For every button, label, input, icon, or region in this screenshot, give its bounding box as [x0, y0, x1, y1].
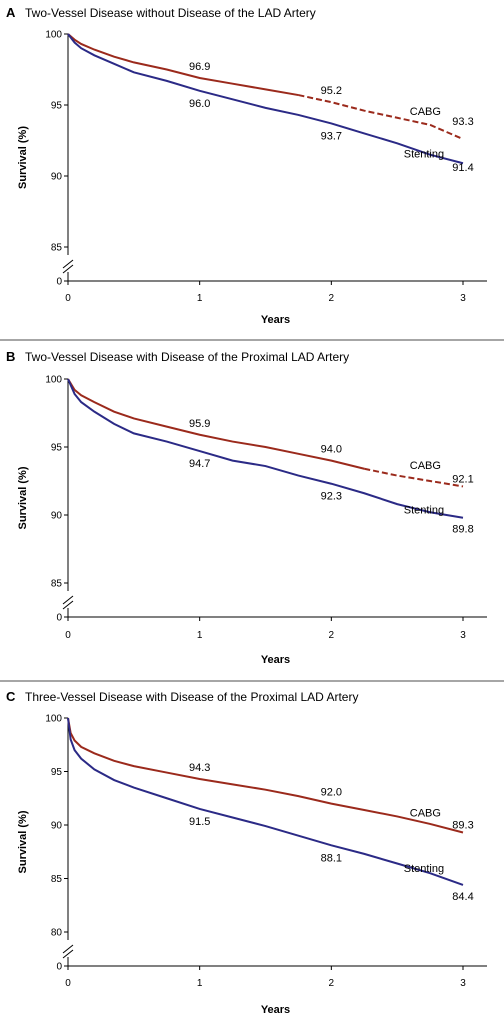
data-label: 92.1 — [452, 473, 473, 485]
axis-break-mark — [62, 949, 74, 959]
data-label: 94.0 — [321, 444, 342, 456]
x-tick-label: 2 — [329, 293, 335, 304]
series-cabg-line — [67, 378, 365, 470]
y-tick-label: 90 — [51, 821, 63, 832]
series-cabg-line — [67, 717, 464, 834]
y-tick-label: 90 — [51, 172, 63, 183]
panel-a: A Two-Vessel Disease without Disease of t… — [6, 5, 487, 326]
series-stenting-line — [67, 378, 464, 519]
axis-break-mark — [62, 264, 74, 274]
x-tick-label: 1 — [197, 630, 203, 641]
data-label: 89.3 — [452, 819, 473, 831]
data-label: 95.9 — [189, 418, 210, 430]
x-axis-title: Years — [261, 1004, 290, 1016]
data-label: 94.7 — [189, 458, 210, 470]
data-label: 89.8 — [452, 524, 473, 536]
data-label: 96.9 — [189, 61, 210, 73]
data-label: 93.7 — [321, 130, 342, 142]
y-tick-label-zero: 0 — [56, 962, 62, 973]
y-tick-label: 95 — [51, 101, 63, 112]
y-tick-label-zero: 0 — [56, 277, 62, 288]
x-tick-label: 3 — [460, 630, 466, 641]
panel-title: Three-Vessel Disease with Disease of the… — [25, 690, 358, 704]
x-tick-label: 3 — [460, 293, 466, 304]
x-tick-label: 0 — [65, 293, 71, 304]
y-tick-label: 85 — [51, 243, 63, 254]
y-tick-label: 90 — [51, 511, 63, 522]
data-label: 88.1 — [321, 852, 342, 864]
y-tick-label: 100 — [45, 714, 62, 725]
y-tick-label-zero: 0 — [56, 613, 62, 624]
series-label-cabg: CABG — [410, 106, 441, 118]
axis-break-mark — [62, 595, 74, 605]
y-tick-label: 100 — [45, 375, 62, 386]
x-tick-label: 0 — [65, 978, 71, 989]
series-stenting-line — [67, 717, 464, 886]
axis-break-mark — [62, 944, 74, 954]
axis-break-mark — [62, 259, 74, 269]
y-tick-label: 95 — [51, 767, 63, 778]
y-tick-label: 85 — [51, 874, 63, 885]
y-axis-title: Survival (%) — [17, 126, 29, 189]
panel-c: C Three-Vessel Disease with Disease of th… — [6, 689, 487, 1016]
data-label: 92.3 — [321, 491, 342, 503]
panel-letter: A — [6, 5, 16, 20]
data-label: 84.4 — [452, 891, 473, 903]
y-tick-label: 100 — [45, 30, 62, 41]
series-label-cabg: CABG — [410, 460, 441, 472]
series-cabg-line-dashed — [298, 94, 464, 140]
x-axis-title: Years — [261, 654, 290, 666]
y-tick-label: 80 — [51, 928, 63, 939]
series-label-stenting: Stenting — [404, 863, 444, 875]
axis-break-mark — [62, 600, 74, 610]
y-tick-label: 95 — [51, 443, 63, 454]
panel-title: Two-Vessel Disease without Disease of th… — [25, 6, 316, 20]
x-axis-title: Years — [261, 314, 290, 326]
x-tick-label: 1 — [197, 978, 203, 989]
series-label-stenting: Stenting — [404, 505, 444, 517]
panel-title: Two-Vessel Disease with Disease of the P… — [25, 350, 349, 364]
data-label: 91.4 — [452, 162, 473, 174]
x-tick-label: 2 — [329, 978, 335, 989]
x-tick-label: 1 — [197, 293, 203, 304]
data-label: 94.3 — [189, 762, 210, 774]
y-tick-label: 85 — [51, 579, 63, 590]
x-tick-label: 2 — [329, 630, 335, 641]
series-cabg-line-dashed — [364, 467, 464, 488]
y-axis-title: Survival (%) — [17, 466, 29, 529]
panel-letter: B — [6, 349, 15, 364]
series-stenting-line — [67, 33, 464, 165]
panel-b: B Two-Vessel Disease with Disease of the … — [6, 349, 487, 666]
data-label: 96.0 — [189, 98, 210, 110]
data-label: 93.3 — [452, 116, 473, 128]
x-tick-label: 3 — [460, 978, 466, 989]
y-axis-title: Survival (%) — [17, 810, 29, 873]
x-tick-label: 0 — [65, 630, 71, 641]
series-label-stenting: Stenting — [404, 149, 444, 161]
data-label: 92.0 — [321, 787, 342, 799]
data-label: 91.5 — [189, 816, 210, 828]
series-label-cabg: CABG — [410, 807, 441, 819]
data-label: 95.2 — [321, 85, 342, 97]
series-cabg-line — [67, 33, 299, 97]
panel-letter: C — [6, 689, 16, 704]
